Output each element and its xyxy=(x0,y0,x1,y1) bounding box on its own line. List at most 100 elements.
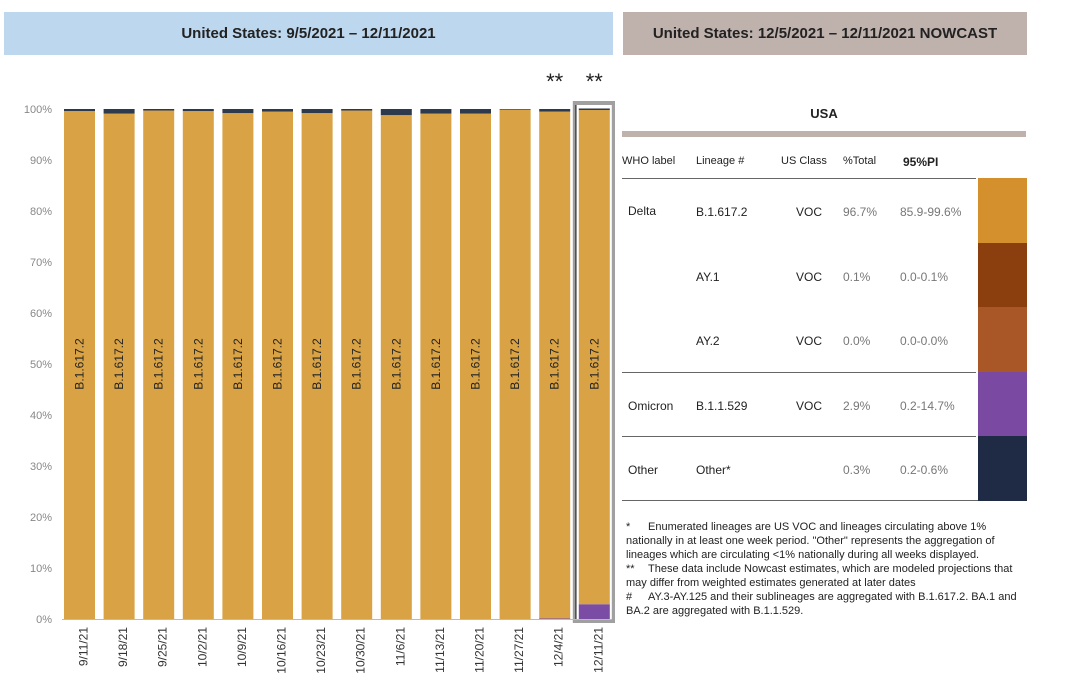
legend-swatch-omicron xyxy=(978,372,1027,436)
row-ay1-pi: 0.0-0.1% xyxy=(900,270,949,284)
bar-lineage-label: B.1.617.2 xyxy=(191,338,205,390)
row-ay2-total: 0.0% xyxy=(843,334,871,348)
col-header-who-label: WHO label xyxy=(622,155,676,167)
bar-lineage-label: B.1.617.2 xyxy=(310,338,324,390)
x-tick-label: 11/6/21 xyxy=(393,627,407,666)
nowcast-highlight-frame xyxy=(572,101,615,623)
col-header-percent-total: %Total xyxy=(843,155,877,167)
bar-segment-delta xyxy=(380,115,412,620)
table-top-rule xyxy=(622,131,1026,137)
x-tick-label: 11/13/21 xyxy=(433,627,447,673)
legend-swatch-ay1 xyxy=(978,243,1027,307)
y-tick-label: 80% xyxy=(30,206,52,218)
legend-swatch-delta xyxy=(978,178,1027,243)
row-omicron-total: 2.9% xyxy=(843,399,871,413)
x-tick-label: 10/23/21 xyxy=(314,627,328,674)
row-ay1-total: 0.1% xyxy=(843,270,871,284)
bar-lineage-label: B.1.617.2 xyxy=(73,338,87,390)
bar-segment-omicron xyxy=(578,604,610,619)
variant-proportions-chart: 0% 10% 20% 30% 40% 50% 60% 70% 80% 90% 100% B.1.617… xyxy=(24,69,615,674)
bar-segment-delta xyxy=(103,113,135,619)
bar-lineage-label: B.1.617.2 xyxy=(152,338,166,390)
y-tick-label: 30% xyxy=(30,461,52,473)
table-divider xyxy=(622,500,1027,501)
col-header-us-class: US Class xyxy=(781,155,827,167)
x-tick-label: 10/2/21 xyxy=(195,627,209,667)
y-tick-label: 20% xyxy=(30,512,52,524)
nowcast-asterisk-marker: ** xyxy=(586,69,604,94)
footnotes: * Enumerated lineages are US VOC and line… xyxy=(626,520,1026,618)
bar-lineage-label: B.1.617.2 xyxy=(350,338,364,390)
bar-segment-other xyxy=(222,109,254,114)
x-tick-label: 11/20/21 xyxy=(473,627,487,673)
bar-lineage-label: B.1.617.2 xyxy=(271,338,285,390)
legend-swatch-ay2 xyxy=(978,307,1027,372)
bar-lineage-label: B.1.617.2 xyxy=(112,338,126,390)
row-delta-class: VOC xyxy=(796,205,823,219)
bar-segment-other xyxy=(539,109,571,112)
row-delta-total: 96.7% xyxy=(843,205,878,219)
y-tick-label: 70% xyxy=(30,257,52,269)
bar-lineage-label: B.1.617.2 xyxy=(508,338,522,390)
y-tick-label: 60% xyxy=(30,308,52,320)
bar-segment-other xyxy=(460,109,491,114)
row-delta-lineage: B.1.617.2 xyxy=(696,205,748,219)
footnote: ** These data include Nowcast estimates, … xyxy=(626,563,1013,589)
row-delta-pi: 85.9-99.6% xyxy=(900,205,962,219)
x-tick-label: 10/30/21 xyxy=(354,627,368,674)
bar-segment-delta xyxy=(539,111,571,619)
header-right-nowcast: United States: 12/5/2021 – 12/11/2021 NO… xyxy=(623,12,1027,55)
row-other-pi: 0.2-0.6% xyxy=(900,463,949,477)
y-tick-label: 0% xyxy=(36,614,52,626)
legend-swatch-other xyxy=(978,436,1027,501)
y-tick-label: 50% xyxy=(30,359,52,371)
row-ay1-class: VOC xyxy=(796,270,823,284)
bar-segment-other xyxy=(380,109,412,116)
bar-segment-delta xyxy=(420,113,452,619)
bar-segment-other xyxy=(341,109,373,111)
bar-lineage-label: B.1.617.2 xyxy=(389,338,403,390)
bar-segment-delta xyxy=(182,111,214,619)
bar-segment-delta xyxy=(578,110,610,605)
row-omicron-class: VOC xyxy=(796,399,823,413)
x-tick-label: 9/18/21 xyxy=(116,627,130,667)
table-title: USA xyxy=(810,106,838,121)
row-ay2-pi: 0.0-0.0% xyxy=(900,334,949,348)
col-header-95pi: 95%PI xyxy=(903,155,939,169)
col-header-lineage: Lineage # xyxy=(696,155,745,167)
bar-lineage-label: B.1.617.2 xyxy=(429,338,443,390)
x-tick-label: 9/25/21 xyxy=(156,627,170,667)
row-other-who: Other xyxy=(628,463,659,477)
header-left-period: United States: 9/5/2021 – 12/11/2021 xyxy=(4,12,613,55)
bar-lineage-label: B.1.617.2 xyxy=(469,338,483,390)
bar-segment-other xyxy=(578,108,610,111)
bar-segment-delta xyxy=(222,113,254,619)
bar-segment-omicron xyxy=(539,618,571,620)
bar-segment-other xyxy=(499,109,531,110)
row-ay2-lineage: AY.2 xyxy=(696,334,720,348)
bar-segment-other xyxy=(64,109,95,112)
row-ay1-lineage: AY.1 xyxy=(696,270,720,284)
row-other-lineage: Other* xyxy=(696,463,731,477)
row-ay2-class: VOC xyxy=(796,334,823,348)
bar-lineage-label: B.1.617.2 xyxy=(548,338,562,390)
bar-segment-delta xyxy=(143,110,175,619)
row-omicron-who: Omicron xyxy=(628,399,674,413)
bar-segment-delta xyxy=(64,111,95,619)
row-omicron-pi: 0.2-14.7% xyxy=(900,399,955,413)
y-tick-label: 100% xyxy=(24,104,52,116)
bar-segment-delta xyxy=(301,113,333,619)
bar-segment-delta xyxy=(341,110,373,619)
bar-segment-other xyxy=(420,109,452,114)
x-tick-label: 12/4/21 xyxy=(552,627,566,667)
nowcast-asterisk-marker: ** xyxy=(546,69,564,94)
footnote: # AY.3-AY.125 and their sublineages are a… xyxy=(626,591,1017,617)
bar-segment-other xyxy=(262,109,293,112)
y-tick-label: 10% xyxy=(30,563,52,575)
x-tick-label: 10/9/21 xyxy=(235,627,249,667)
table-divider xyxy=(622,178,976,179)
x-tick-label: 12/11/21 xyxy=(591,627,605,673)
bar-segment-delta xyxy=(499,109,531,619)
y-tick-label: 40% xyxy=(30,410,52,422)
row-delta-who: Delta xyxy=(628,204,657,218)
